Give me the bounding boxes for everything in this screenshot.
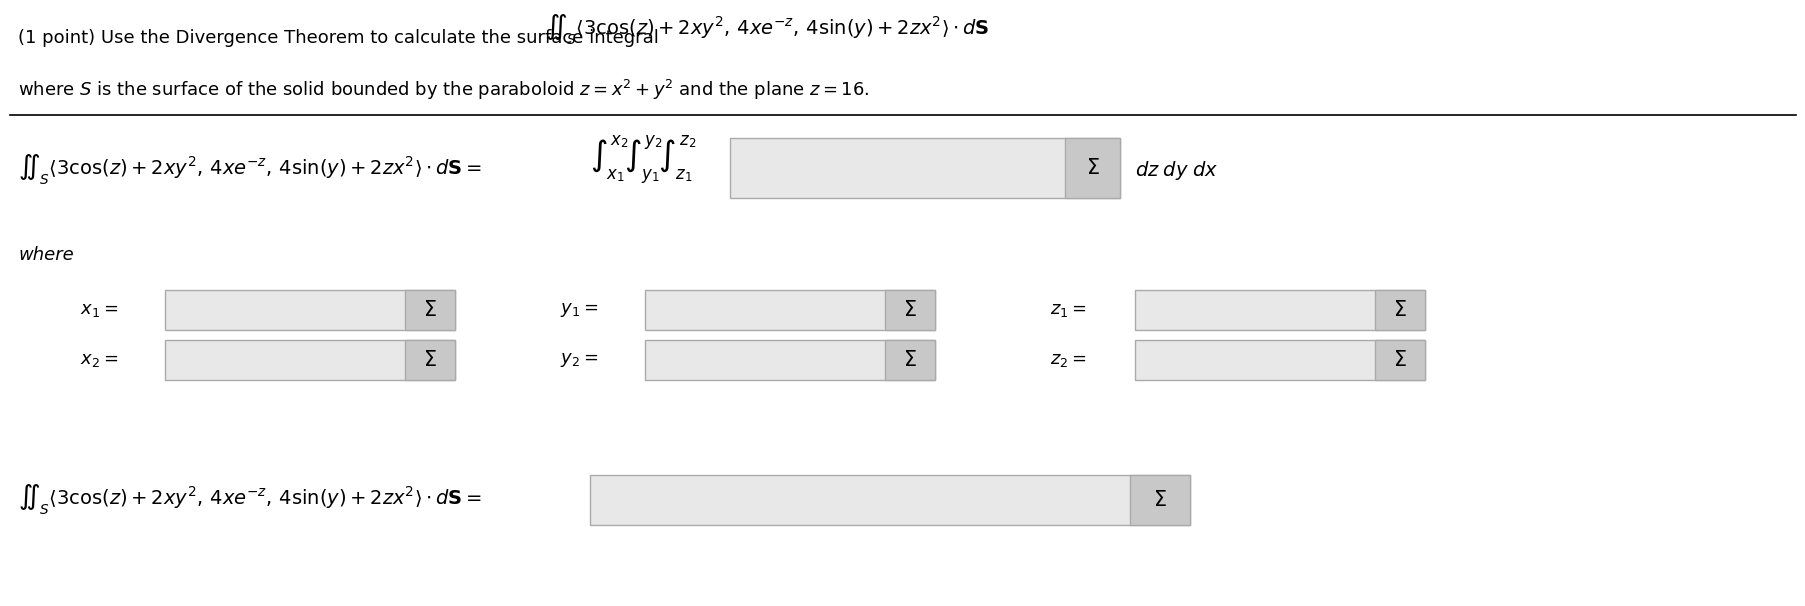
FancyBboxPatch shape bbox=[164, 290, 455, 330]
FancyBboxPatch shape bbox=[590, 475, 1189, 525]
FancyBboxPatch shape bbox=[644, 290, 935, 330]
Text: $\Sigma$: $\Sigma$ bbox=[1085, 158, 1099, 178]
Text: $\Sigma$: $\Sigma$ bbox=[902, 350, 917, 370]
Text: $x_2 =$: $x_2 =$ bbox=[79, 351, 117, 369]
Text: $\Sigma$: $\Sigma$ bbox=[422, 300, 437, 320]
Text: $\Sigma$: $\Sigma$ bbox=[1152, 490, 1166, 510]
Text: $\iint_S \langle 3\cos(z) + 2xy^2,\, 4xe^{-z},\, 4\sin(y) + 2zx^2 \rangle \cdot : $\iint_S \langle 3\cos(z) + 2xy^2,\, 4xe… bbox=[18, 483, 482, 517]
Text: $z_1 =$: $z_1 =$ bbox=[1049, 301, 1087, 319]
FancyBboxPatch shape bbox=[404, 290, 455, 330]
Text: $\Sigma$: $\Sigma$ bbox=[1392, 300, 1406, 320]
FancyBboxPatch shape bbox=[404, 340, 455, 380]
FancyBboxPatch shape bbox=[1134, 290, 1424, 330]
FancyBboxPatch shape bbox=[1134, 340, 1424, 380]
Text: $\iint_S \langle 3\cos(z) + 2xy^2,\, 4xe^{-z},\, 4\sin(y) + 2zx^2 \rangle \cdot : $\iint_S \langle 3\cos(z) + 2xy^2,\, 4xe… bbox=[18, 153, 482, 187]
Text: $\Sigma$: $\Sigma$ bbox=[422, 350, 437, 370]
Text: (1 point) Use the Divergence Theorem to calculate the surface integral: (1 point) Use the Divergence Theorem to … bbox=[18, 29, 659, 47]
FancyBboxPatch shape bbox=[884, 290, 935, 330]
FancyBboxPatch shape bbox=[884, 340, 935, 380]
Text: where $S$ is the surface of the solid bounded by the paraboloid $z = x^2 + y^2$ : where $S$ is the surface of the solid bo… bbox=[18, 78, 868, 102]
FancyBboxPatch shape bbox=[1130, 475, 1189, 525]
FancyBboxPatch shape bbox=[1374, 290, 1424, 330]
Text: $x_1 =$: $x_1 =$ bbox=[79, 301, 117, 319]
Text: $z_2 =$: $z_2 =$ bbox=[1049, 351, 1087, 369]
Text: $\iint_S \langle 3\cos(z) + 2xy^2,\, 4xe^{-z},\, 4\sin(y) + 2zx^2 \rangle \cdot : $\iint_S \langle 3\cos(z) + 2xy^2,\, 4xe… bbox=[545, 13, 989, 47]
Text: $\int_{x_1}^{x_2}\!\int_{y_1}^{y_2}\!\int_{z_1}^{z_2}$: $\int_{x_1}^{x_2}\!\int_{y_1}^{y_2}\!\in… bbox=[590, 134, 697, 187]
Text: $y_2 =$: $y_2 =$ bbox=[560, 351, 597, 369]
FancyBboxPatch shape bbox=[729, 138, 1119, 198]
FancyBboxPatch shape bbox=[644, 340, 935, 380]
FancyBboxPatch shape bbox=[1374, 340, 1424, 380]
Text: $\Sigma$: $\Sigma$ bbox=[1392, 350, 1406, 370]
Text: $y_1 =$: $y_1 =$ bbox=[560, 301, 597, 319]
FancyBboxPatch shape bbox=[1065, 138, 1119, 198]
Text: where: where bbox=[18, 246, 74, 264]
Text: $\Sigma$: $\Sigma$ bbox=[902, 300, 917, 320]
Text: $dz\; dy\; dx$: $dz\; dy\; dx$ bbox=[1134, 159, 1218, 182]
FancyBboxPatch shape bbox=[164, 340, 455, 380]
